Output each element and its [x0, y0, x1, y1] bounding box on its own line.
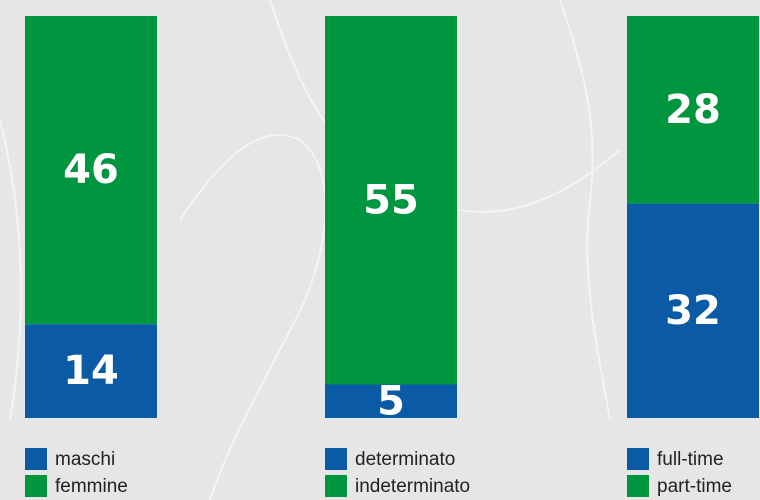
legend-label: maschi [55, 449, 115, 470]
value-label: 46 [63, 147, 119, 193]
bar-segment [25, 324, 157, 418]
legend-swatch [627, 475, 649, 497]
bar-segment [325, 384, 457, 418]
bar-segment [25, 16, 157, 325]
bar-segment [627, 16, 759, 204]
value-label: 5 [377, 378, 405, 424]
legend-label: indeterminato [355, 476, 470, 497]
value-label: 14 [63, 348, 119, 394]
value-label: 55 [363, 177, 419, 223]
bar-segment [627, 203, 759, 418]
legend-swatch [627, 448, 649, 470]
legend-swatch [25, 475, 47, 497]
legend-label: determinato [355, 449, 455, 470]
value-label: 32 [665, 288, 721, 334]
legend-swatch [325, 475, 347, 497]
legend-swatch [325, 448, 347, 470]
legend-label: femmine [55, 476, 128, 497]
bar-segment [325, 16, 457, 385]
legend-label: full-time [657, 449, 724, 470]
legend-label: part-time [657, 476, 732, 497]
value-label: 28 [665, 87, 721, 133]
legend-swatch [25, 448, 47, 470]
